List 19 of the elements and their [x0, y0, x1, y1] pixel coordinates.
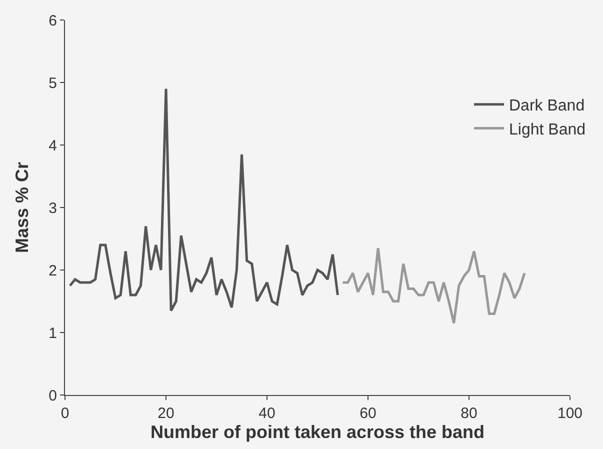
x-tick-label: 20: [158, 405, 174, 422]
x-tick-label: 0: [60, 405, 70, 422]
y-tick-label: 3: [48, 200, 57, 217]
y-tick-label: 4: [48, 137, 57, 154]
y-tick-label: 0: [48, 387, 57, 404]
y-axis-title: Mass % Cr: [12, 162, 32, 254]
x-tick-label: 60: [360, 405, 376, 422]
x-tick-label: 80: [460, 405, 478, 422]
legend-label: Light Band: [509, 121, 586, 138]
line-series: [342, 246, 526, 324]
y-tick-label: 1: [48, 324, 57, 342]
y-tick-label: 5: [48, 74, 57, 92]
x-tick-label: 40: [258, 405, 276, 422]
x-tick-label: 100: [557, 405, 583, 422]
x-axis-title: Number of point taken across the band: [150, 422, 485, 442]
legend-label: Dark Band: [509, 98, 585, 115]
y-tick-label: 6: [48, 12, 57, 30]
line-series: [68, 88, 339, 312]
y-tick-label: 2: [48, 262, 57, 280]
